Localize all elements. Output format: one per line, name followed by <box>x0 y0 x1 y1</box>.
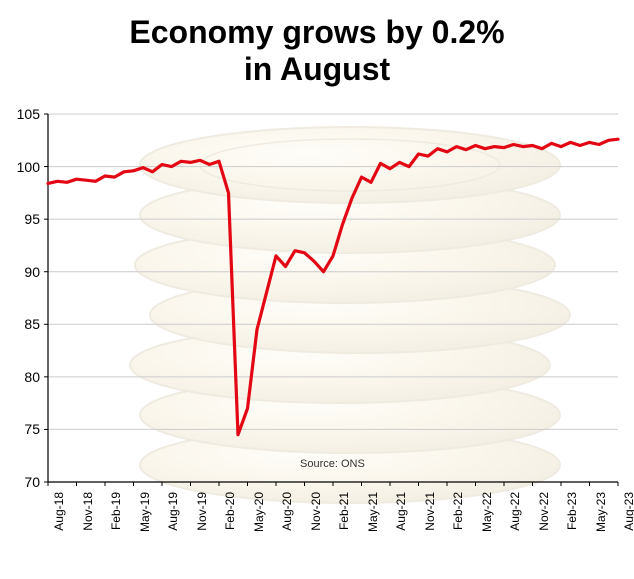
title-line-1: Economy grows by 0.2% <box>129 14 504 50</box>
x-tick-label: Aug-18 <box>52 492 66 531</box>
y-axis-labels: 707580859095100105 <box>0 110 46 486</box>
x-tick-label: Feb-23 <box>565 492 579 530</box>
y-tick-label: 95 <box>24 211 40 227</box>
x-tick-label: Aug-19 <box>166 492 180 531</box>
x-tick-label: Nov-20 <box>309 492 323 531</box>
chart-area: 707580859095100105 Aug-18Nov-18Feb-19May… <box>0 110 634 530</box>
y-tick-label: 75 <box>24 421 40 437</box>
y-tick-label: 70 <box>24 474 40 490</box>
x-tick-label: May-21 <box>366 492 380 532</box>
x-tick-label: Nov-19 <box>195 492 209 531</box>
x-tick-label: Nov-22 <box>537 492 551 531</box>
data-line <box>48 139 618 435</box>
x-tick-label: May-19 <box>138 492 152 532</box>
plot-svg <box>48 114 618 482</box>
x-tick-label: Aug-21 <box>394 492 408 531</box>
x-tick-label: Feb-21 <box>337 492 351 530</box>
x-tick-label: Aug-20 <box>280 492 294 531</box>
y-tick-label: 85 <box>24 316 40 332</box>
x-tick-label: May-20 <box>252 492 266 532</box>
x-tick-label: Aug-23 <box>622 492 634 531</box>
x-tick-label: Feb-22 <box>451 492 465 530</box>
x-tick-label: Aug-22 <box>508 492 522 531</box>
x-tick-label: May-23 <box>594 492 608 532</box>
chart-container: { "title_line1": "Economy grows by 0.2%"… <box>0 0 634 579</box>
x-tick-label: Nov-18 <box>81 492 95 531</box>
x-axis-labels: Aug-18 Nov-18 Feb-19 May-19 Aug-19 Nov-19 Feb-… <box>48 486 618 546</box>
x-tick-label: May-22 <box>480 492 494 532</box>
y-tick-label: 100 <box>17 159 40 175</box>
title-line-2: in August <box>244 51 390 87</box>
y-tick-label: 80 <box>24 369 40 385</box>
x-tick-label: Nov-21 <box>423 492 437 531</box>
x-tick-label: Feb-19 <box>109 492 123 530</box>
y-tick-label: 105 <box>17 106 40 122</box>
y-tick-label: 90 <box>24 264 40 280</box>
x-tick-label: Feb-20 <box>223 492 237 530</box>
source-label: Source: ONS <box>300 458 365 470</box>
chart-title: Economy grows by 0.2% in August <box>0 0 634 88</box>
